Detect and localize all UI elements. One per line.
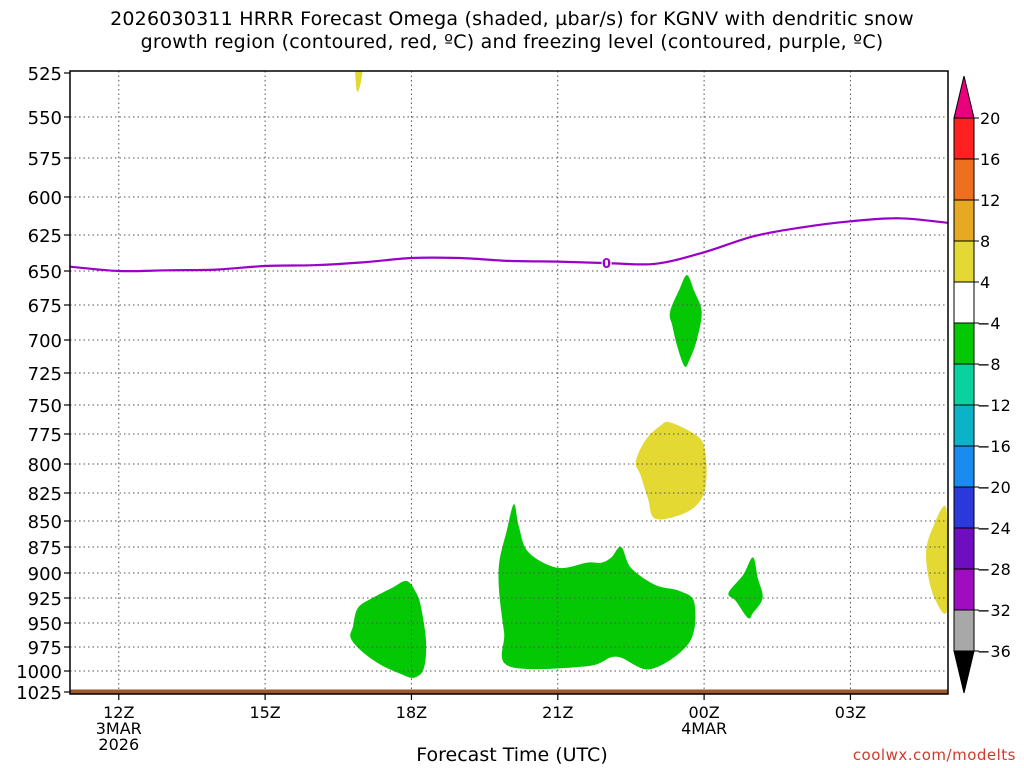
x-tick-label: 12Z (103, 703, 134, 722)
plot-frame (69, 70, 949, 695)
y-tick-label: 925 (28, 589, 62, 610)
y-tick-label: 675 (28, 296, 62, 317)
omega-region-1 (350, 580, 427, 678)
y-tick-label: 750 (28, 396, 62, 417)
colorbar-bin (953, 486, 975, 529)
ground-band (70, 689, 948, 695)
colorbar-label: 8 (980, 232, 990, 251)
colorbar-bin (953, 445, 975, 488)
y-tick-label: 650 (28, 262, 62, 283)
omega-region-2 (498, 504, 696, 670)
colorbar-bin (953, 240, 975, 283)
y-tick-label: 775 (28, 425, 62, 446)
colorbar-label: −36 (977, 642, 1011, 661)
omega-region-3 (669, 275, 702, 367)
colorbar-bin (953, 199, 975, 242)
x-tick-label: 21Z (542, 703, 573, 722)
colorbar-top-arrow (953, 75, 975, 119)
colorbar-label: −20 (977, 478, 1011, 497)
credit-label: coolwx.com/modelts (852, 746, 1016, 764)
y-tick-label: 725 (28, 364, 62, 385)
colorbar-bin (953, 363, 975, 406)
y-tick-label: 600 (28, 188, 62, 209)
x-tick-label: 00Z (688, 703, 719, 722)
omega-region-5 (635, 421, 707, 520)
omega-region-6 (926, 505, 948, 614)
colorbar-bin (953, 281, 975, 324)
x-tick-label: 03Z (835, 703, 866, 722)
colorbar-label: 16 (980, 150, 1000, 169)
chart-title-line-2: growth region (contoured, red, ºC) and f… (140, 31, 884, 53)
y-tick-label: 575 (28, 149, 62, 170)
colorbar-label: −24 (977, 519, 1011, 538)
colorbar-label: 20 (980, 109, 1000, 128)
y-tick-label: 1000 (16, 662, 62, 683)
colorbar-bin (953, 322, 975, 365)
chart-title-line-1: 2026030311 HRRR Forecast Omega (shaded, … (110, 8, 914, 30)
omega-region-4 (728, 557, 763, 619)
y-tick-label: 1025 (16, 683, 62, 704)
omega-region-7 (355, 71, 363, 92)
colorbar-label: −4 (977, 314, 1001, 333)
colorbar-label: −12 (977, 396, 1011, 415)
colorbar-label: −28 (977, 560, 1011, 579)
y-tick-label: 850 (28, 512, 62, 533)
colorbar-label: 4 (980, 273, 990, 292)
y-tick-label: 525 (28, 64, 62, 85)
y-tick-label: 550 (28, 108, 62, 129)
colorbar-label: 12 (980, 191, 1000, 210)
y-tick-label: 950 (28, 614, 62, 635)
colorbar-bin (953, 117, 975, 160)
colorbar-bin (953, 404, 975, 447)
x-tick-label: 3MAR (96, 719, 142, 738)
colorbar-label: −8 (977, 355, 1001, 374)
colorbar-bin (953, 158, 975, 201)
x-tick-label: 2026 (98, 735, 139, 754)
colorbar-bin (953, 609, 975, 652)
freezing-level-label-bg (601, 256, 612, 271)
x-tick-label: 4MAR (681, 719, 727, 738)
y-tick-label: 900 (28, 564, 62, 585)
y-tick-label: 975 (28, 638, 62, 659)
y-tick-label: 875 (28, 538, 62, 559)
y-tick-label: 625 (28, 226, 62, 247)
freezing-level-label: 0 (602, 257, 611, 272)
chart-title: 2026030311 HRRR Forecast Omega (shaded, … (0, 8, 1024, 54)
y-tick-label: 700 (28, 331, 62, 352)
y-tick-label: 825 (28, 484, 62, 505)
colorbar-bin (953, 527, 975, 570)
colorbar-label: −32 (977, 601, 1011, 620)
y-tick-label: 800 (28, 455, 62, 476)
x-axis-title: Forecast Time (UTC) (416, 744, 608, 766)
x-tick-label: 18Z (396, 703, 427, 722)
colorbar-label: −16 (977, 437, 1011, 456)
x-tick-label: 15Z (249, 703, 280, 722)
freezing-level-line (70, 217, 948, 273)
colorbar-bin (953, 568, 975, 611)
colorbar-bottom-arrow (953, 650, 975, 694)
